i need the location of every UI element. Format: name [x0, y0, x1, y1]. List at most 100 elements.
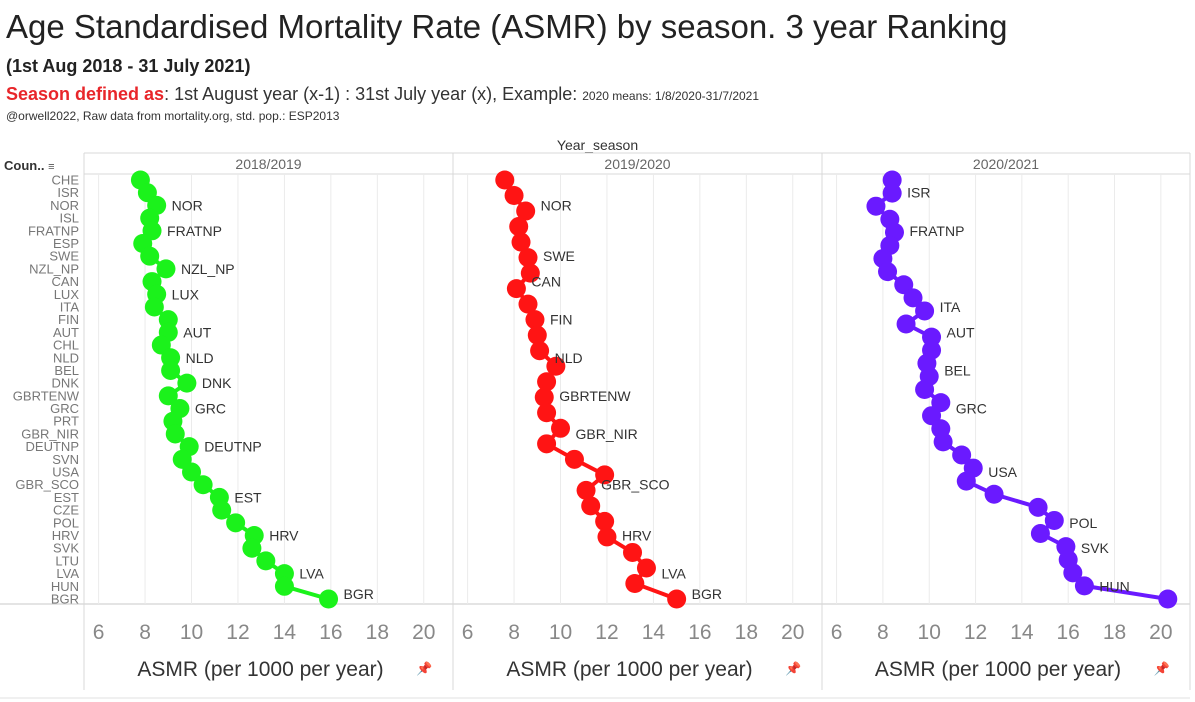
data-point: [1074, 576, 1094, 596]
data-point: [212, 500, 232, 520]
row-label: HUN: [51, 579, 79, 594]
data-label: GRC: [956, 401, 987, 417]
data-label: SVK: [1081, 540, 1110, 556]
data-point: [527, 325, 547, 345]
data-point: [915, 301, 935, 321]
x-tick-label: 12: [964, 621, 987, 644]
row-label: ISL: [59, 211, 79, 226]
data-point: [882, 170, 902, 190]
panel-header-2020-2021: 2020/2021: [973, 156, 1039, 172]
data-point: [193, 475, 213, 495]
data-label: GBRTENW: [559, 388, 631, 404]
data-label: HUN: [1099, 578, 1129, 594]
data-label: USA: [988, 464, 1017, 480]
data-point: [140, 246, 160, 266]
x-tick-label: 16: [1057, 621, 1080, 644]
row-label: CZE: [53, 503, 79, 518]
data-label: HRV: [269, 528, 299, 544]
data-label: AUT: [183, 324, 211, 340]
data-label: NLD: [555, 350, 583, 366]
data-point: [182, 462, 202, 482]
row-label: LUX: [54, 287, 80, 302]
data-label: BGR: [344, 586, 374, 602]
data-label: ISR: [907, 185, 930, 201]
x-tick-label: 18: [1103, 621, 1126, 644]
data-point: [882, 183, 902, 203]
credit-line: @orwell2022, Raw data from mortality.org…: [6, 109, 340, 123]
x-tick-label: 14: [1010, 621, 1034, 644]
data-label: GBR_SCO: [601, 477, 670, 493]
data-point: [534, 387, 554, 407]
row-label: GBRTENW: [13, 388, 80, 403]
row-label: LTU: [55, 553, 79, 568]
data-point: [546, 356, 566, 376]
data-point: [518, 248, 538, 268]
row-label: SVN: [52, 452, 79, 467]
x-axis-title: ASMR (per 1000 per year): [506, 658, 752, 681]
row-label: USA: [52, 465, 79, 480]
row-label: FIN: [58, 312, 79, 327]
data-label: HRV: [622, 528, 652, 544]
data-point: [274, 576, 294, 596]
data-point: [878, 262, 898, 282]
data-label: SWE: [543, 248, 575, 264]
data-point: [530, 341, 550, 361]
panel-header-2019-2020: 2019/2020: [604, 156, 670, 172]
row-label: BEL: [54, 363, 79, 378]
data-label: AUT: [947, 324, 975, 340]
row-field-header[interactable]: Coun.. ≡: [4, 158, 54, 173]
data-label: NZL_NP: [181, 261, 235, 277]
data-label: LVA: [661, 566, 686, 582]
row-label: PRT: [53, 414, 79, 429]
data-point: [984, 484, 1004, 504]
pin-icon: 📌: [785, 660, 801, 677]
data-point: [636, 558, 656, 578]
data-point: [597, 527, 617, 547]
data-point: [158, 386, 178, 406]
x-tick-label: 18: [366, 621, 389, 644]
x-tick-label: 10: [180, 621, 203, 644]
data-point: [623, 542, 643, 562]
x-tick-label: 20: [1149, 621, 1172, 644]
season-definition-example: 2020 means: 1/8/2020-31/7/2021: [582, 89, 760, 103]
x-axis-title: ASMR (per 1000 per year): [875, 658, 1121, 681]
data-point: [896, 314, 916, 334]
data-label: NOR: [172, 197, 203, 213]
data-label: EST: [234, 489, 262, 505]
row-label: EST: [54, 490, 79, 505]
data-point: [495, 170, 515, 190]
row-label: SVK: [53, 541, 79, 556]
data-point: [922, 327, 942, 347]
data-point: [511, 232, 531, 252]
x-tick-label: 20: [781, 621, 804, 644]
x-tick-label: 16: [319, 621, 342, 644]
data-point: [509, 217, 529, 237]
data-point: [956, 471, 976, 491]
data-point: [1028, 497, 1048, 517]
sort-descending-icon[interactable]: ≡: [48, 161, 55, 173]
x-tick-label: 12: [595, 621, 618, 644]
data-point: [177, 373, 197, 393]
data-point: [952, 445, 972, 465]
data-point: [625, 573, 645, 593]
x-tick-label: 6: [462, 621, 474, 644]
data-point: [226, 513, 246, 533]
data-point: [520, 263, 540, 283]
x-tick-label: 6: [831, 621, 843, 644]
data-label: DEUTNP: [204, 439, 262, 455]
season-definition-text: : 1st August year (x-1) : 31st July year…: [164, 84, 583, 104]
x-tick-label: 18: [735, 621, 758, 644]
row-label: GRC: [50, 401, 79, 416]
data-point: [903, 288, 923, 308]
row-label: ESP: [53, 236, 79, 251]
row-label: CAN: [52, 274, 79, 289]
row-label: ITA: [60, 299, 80, 314]
season-definition: Season defined as: 1st August year (x-1)…: [6, 84, 759, 105]
chart-title: Age Standardised Mortality Rate (ASMR) b…: [6, 8, 1008, 45]
data-point: [866, 196, 886, 216]
data-point: [537, 434, 557, 454]
row-label: NOR: [50, 198, 79, 213]
data-point: [933, 432, 953, 452]
column-field-title: Year_season: [556, 137, 639, 153]
data-label: GRC: [195, 401, 226, 417]
